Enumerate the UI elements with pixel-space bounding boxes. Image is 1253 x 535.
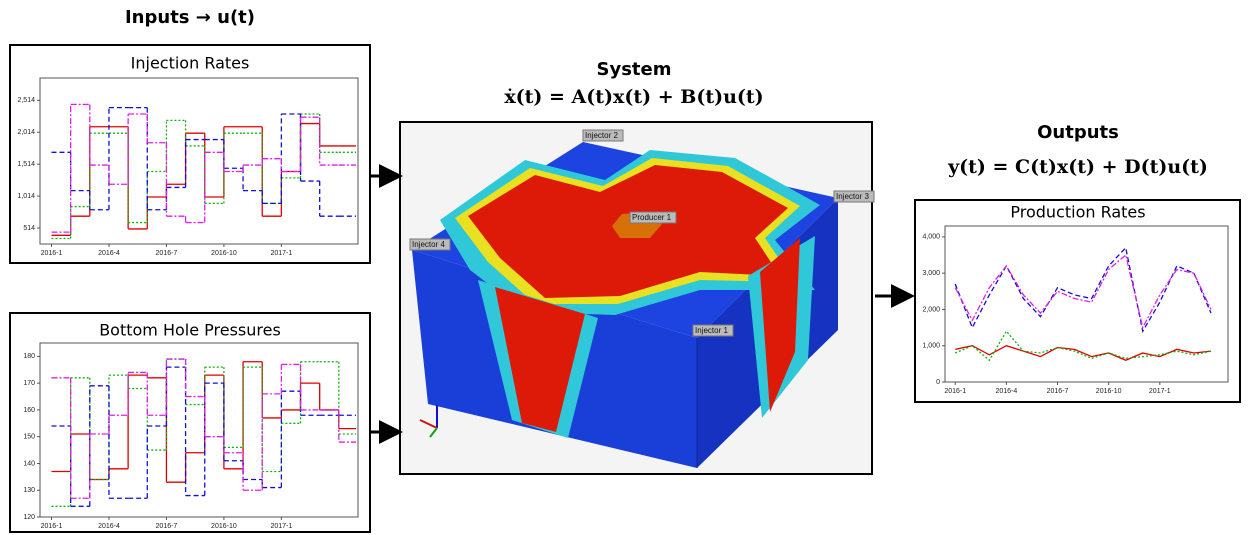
x-tick-label: 2016-7 xyxy=(156,250,178,257)
y-tick-label: 170 xyxy=(23,380,35,387)
plot-area xyxy=(945,226,1228,382)
x-tick-label: 2016-1 xyxy=(944,388,966,395)
outputs-equation: y(t) = C(t)x(t) + D(t)u(t) xyxy=(947,156,1208,178)
y-tick-label: 0 xyxy=(936,379,940,386)
y-tick-label: 514 xyxy=(23,225,35,232)
x-tick-label: 2017-1 xyxy=(270,250,292,257)
inputs-title: Inputs → u(t) xyxy=(125,7,255,28)
y-tick-label: 1,000 xyxy=(922,343,940,350)
x-tick-label: 2016-10 xyxy=(211,250,237,257)
well-label: Injector 4 xyxy=(412,240,445,249)
y-tick-label: 120 xyxy=(23,514,35,521)
well-label: Injector 3 xyxy=(836,192,869,201)
outputs-title: Outputs xyxy=(1037,122,1119,143)
panel-title: Production Rates xyxy=(1010,203,1145,222)
diagram: Inputs → u(t) System ẋ(t) = A(t)x(t) + B… xyxy=(0,0,1253,535)
y-tick-label: 2,514 xyxy=(17,97,35,104)
canvas: Inputs → u(t) System ẋ(t) = A(t)x(t) + B… xyxy=(0,0,1253,535)
x-tick-label: 2016-1 xyxy=(41,523,63,530)
x-tick-label: 2017-1 xyxy=(1149,388,1171,395)
y-tick-label: 1,514 xyxy=(17,161,35,168)
x-tick-label: 2016-7 xyxy=(1047,388,1069,395)
x-tick-label: 2016-4 xyxy=(98,523,120,530)
x-tick-label: 2016-7 xyxy=(156,523,178,530)
y-tick-label: 4,000 xyxy=(922,234,940,241)
y-tick-label: 180 xyxy=(23,353,35,360)
y-tick-label: 140 xyxy=(23,460,35,467)
y-tick-label: 3,000 xyxy=(922,270,940,277)
y-tick-label: 150 xyxy=(23,434,35,441)
x-tick-label: 2016-4 xyxy=(995,388,1017,395)
x-tick-label: 2016-10 xyxy=(211,523,237,530)
well-label: Producer 1 xyxy=(632,213,672,222)
x-tick-label: 2016-1 xyxy=(41,250,63,257)
plot-area xyxy=(40,343,358,517)
x-tick-label: 2017-1 xyxy=(270,523,292,530)
well-label: Injector 1 xyxy=(695,326,728,335)
plot-area xyxy=(40,78,358,244)
y-tick-label: 1,014 xyxy=(17,193,35,200)
y-tick-label: 2,014 xyxy=(17,129,35,136)
well-label: Injector 2 xyxy=(585,131,618,140)
x-tick-label: 2016-4 xyxy=(98,250,120,257)
panel-title: Bottom Hole Pressures xyxy=(99,321,281,340)
x-tick-label: 2016-10 xyxy=(1096,388,1122,395)
y-tick-label: 2,000 xyxy=(922,306,940,313)
system-title: System xyxy=(597,59,672,80)
y-tick-label: 160 xyxy=(23,407,35,414)
panel-title: Injection Rates xyxy=(131,54,250,73)
y-tick-label: 130 xyxy=(23,487,35,494)
system-equation: ẋ(t) = A(t)x(t) + B(t)u(t) xyxy=(504,86,763,108)
